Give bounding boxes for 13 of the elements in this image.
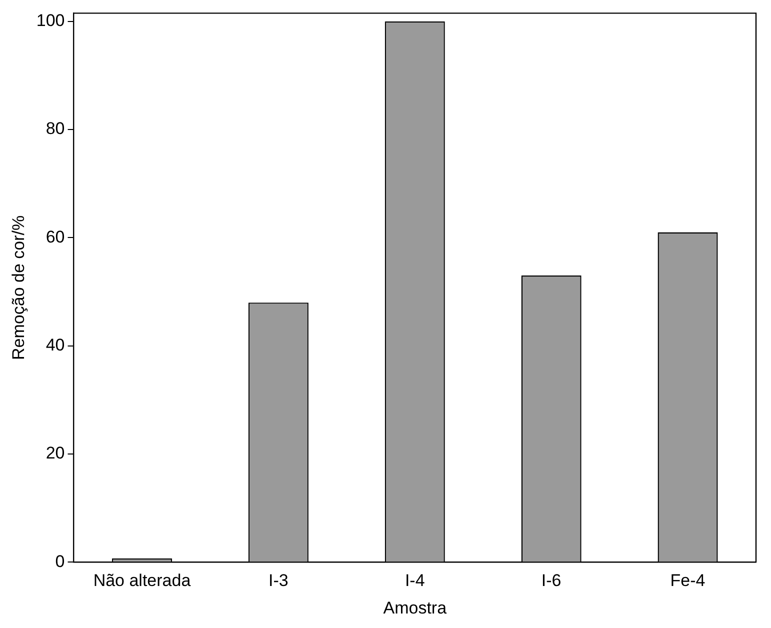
y-tick-label: 40 <box>46 336 65 355</box>
y-tick-label: 20 <box>46 444 65 463</box>
y-tick-label: 60 <box>46 227 65 246</box>
x-tick-label: I-3 <box>268 571 288 590</box>
y-tick-label: 0 <box>55 552 65 571</box>
x-tick-label: Fe-4 <box>670 571 706 590</box>
x-axis-title: Amostra <box>383 598 448 618</box>
x-tick-label: I-4 <box>404 571 425 590</box>
y-tick-label: 100 <box>36 11 65 30</box>
y-tick-label: 80 <box>46 119 65 138</box>
x-tick-label: I-6 <box>541 571 562 590</box>
y-axis-title: Remoção de cor/% <box>8 215 28 360</box>
x-tick-label: Não alterada <box>93 571 192 590</box>
